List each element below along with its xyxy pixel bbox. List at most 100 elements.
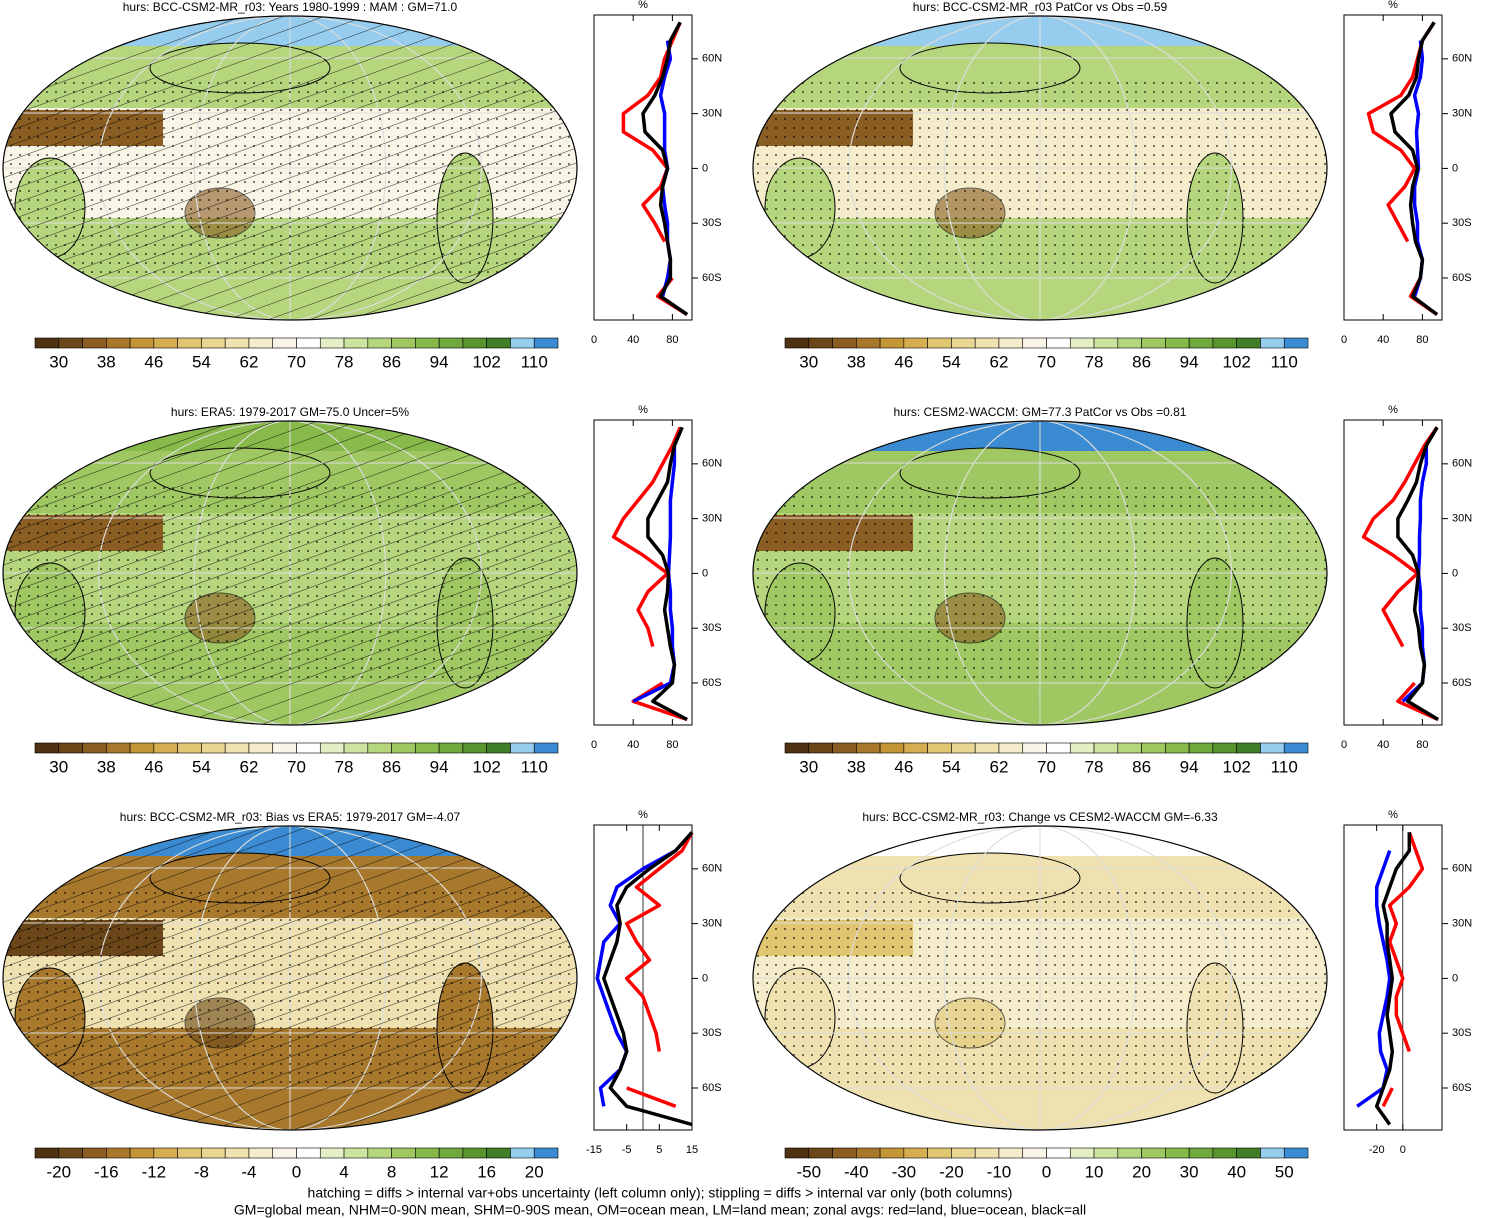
colorbar-label: 78 <box>335 352 354 371</box>
colorbar-swatch <box>343 742 369 754</box>
colorbar-label: 40 <box>1227 1162 1246 1181</box>
colorbar-label: 62 <box>239 757 258 776</box>
y-tick-label: 60N <box>702 53 722 65</box>
colorbar-label: 46 <box>894 352 913 371</box>
footer-line: GM=global mean, NHM=0-90N mean, SHM=0-90… <box>234 1202 1086 1218</box>
y-tick-label: 60S <box>702 677 722 689</box>
stippling <box>3 481 577 685</box>
y-tick-label: 60S <box>1452 272 1472 284</box>
colorbar-label: 78 <box>335 757 354 776</box>
colorbar-swatch <box>784 1147 810 1159</box>
colorbar-label: 102 <box>1222 352 1250 371</box>
colorbar-swatch <box>248 1147 274 1159</box>
zonal-line <box>646 426 688 722</box>
x-tick-label: -20 <box>1369 1144 1385 1156</box>
colorbar-swatch <box>367 1147 392 1159</box>
map-outline <box>752 15 1328 321</box>
map-outline <box>2 15 578 321</box>
colorbar-swatch <box>927 337 952 349</box>
colorbar-swatch <box>1046 337 1071 349</box>
map-outline <box>752 825 1328 1131</box>
y-tick-label: 60S <box>702 272 722 284</box>
colorbar-swatch <box>856 742 881 754</box>
colorbar-swatch <box>319 1147 345 1159</box>
colorbar-swatch <box>82 337 107 349</box>
colorbar-swatch <box>343 337 369 349</box>
colorbar-swatch <box>1236 742 1261 754</box>
colorbar-swatch <box>808 337 833 349</box>
y-tick-label: 60N <box>702 863 722 875</box>
colorbar-swatch <box>58 1147 83 1159</box>
colorbar-label: 94 <box>430 352 449 371</box>
colorbar-swatch <box>391 742 416 754</box>
y-tick-label: 60S <box>1452 677 1472 689</box>
colorbar-swatch <box>1260 337 1285 349</box>
stippling <box>753 76 1327 280</box>
stippling <box>3 76 577 280</box>
zonal-line <box>1366 21 1439 316</box>
axis-label: % <box>638 809 648 821</box>
colorbar-swatch <box>201 337 226 349</box>
colorbar-swatch <box>1283 742 1309 754</box>
map-title: hurs: BCC-CSM2-MR_r03: Years 1980-1999 :… <box>123 0 458 14</box>
colorbar-swatch <box>951 742 976 754</box>
y-tick-label: 0 <box>702 972 708 984</box>
colorbar-swatch <box>808 1147 833 1159</box>
colorbar-swatch <box>1236 337 1261 349</box>
colorbar-swatch <box>272 1147 297 1159</box>
y-tick-label: 0 <box>1452 162 1458 174</box>
colorbar-label: 62 <box>239 352 258 371</box>
colorbar-swatch <box>129 742 155 754</box>
colorbar-swatch <box>998 337 1024 349</box>
x-tick-label: 80 <box>1416 334 1428 346</box>
colorbar-swatch <box>58 742 83 754</box>
colorbar-swatch <box>415 742 440 754</box>
colorbar-swatch <box>106 337 131 349</box>
y-tick-label: 30N <box>702 108 722 120</box>
zonal-line <box>624 831 694 1108</box>
zonal-line <box>1374 832 1412 1126</box>
x-tick-label: 5 <box>656 1144 662 1156</box>
y-tick-label: 60N <box>1452 458 1472 470</box>
colorbar-swatch <box>82 742 107 754</box>
colorbar-swatch <box>438 742 464 754</box>
colorbar-label: 62 <box>989 757 1008 776</box>
zonal-line <box>602 831 694 1127</box>
colorbar-label: 8 <box>387 1162 396 1181</box>
map-title: hurs: BCC-CSM2-MR_r03: Bias vs ERA5: 197… <box>120 810 461 824</box>
axis-label: % <box>638 404 648 416</box>
colorbar-swatch <box>784 742 810 754</box>
colorbar-label: -12 <box>142 1162 167 1181</box>
colorbar-swatch <box>927 742 952 754</box>
colorbar-swatch <box>1141 1147 1166 1159</box>
colorbar-swatch <box>153 1147 178 1159</box>
zonal-line <box>1361 426 1439 722</box>
colorbar-swatch <box>1046 1147 1071 1159</box>
colorbar-swatch <box>974 1147 1000 1159</box>
colorbar-swatch <box>1093 742 1119 754</box>
colorbar-label: 110 <box>521 352 548 371</box>
map-title: hurs: ERA5: 1979-2017 GM=75.0 Uncer=5% <box>171 405 409 419</box>
colorbar-label: 54 <box>942 352 961 371</box>
colorbar-swatch <box>1022 337 1047 349</box>
colorbar-swatch <box>998 1147 1024 1159</box>
colorbar-swatch <box>533 1147 559 1159</box>
x-tick-label: 0 <box>1341 334 1347 346</box>
map-outline <box>2 825 578 1131</box>
colorbar-swatch <box>1188 337 1214 349</box>
colorbar-swatch <box>177 337 202 349</box>
colorbar-swatch <box>1212 742 1237 754</box>
colorbar-swatch <box>1165 337 1190 349</box>
axis-label: % <box>1388 0 1398 11</box>
colorbar-swatch <box>1069 337 1095 349</box>
colorbar-swatch <box>1117 742 1142 754</box>
colorbar-swatch <box>808 742 833 754</box>
colorbar-swatch <box>462 742 487 754</box>
colorbar-swatch <box>319 742 345 754</box>
colorbar-label: 46 <box>144 757 163 776</box>
y-tick-label: 60S <box>702 1082 722 1094</box>
colorbar-label: 30 <box>1180 1162 1199 1181</box>
colorbar-swatch <box>1283 1147 1309 1159</box>
colorbar-label: -16 <box>94 1162 119 1181</box>
colorbar-swatch <box>903 742 928 754</box>
